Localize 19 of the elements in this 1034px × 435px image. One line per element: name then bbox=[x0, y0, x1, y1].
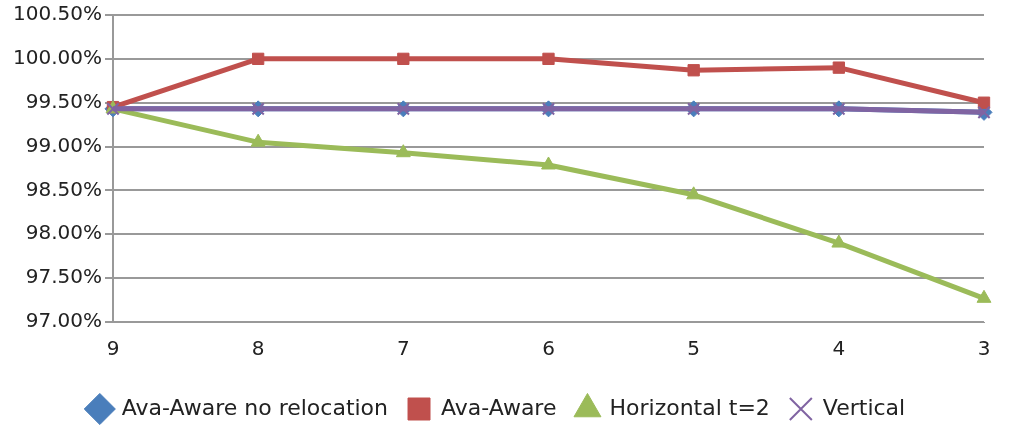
x-tick-label: 4 bbox=[832, 336, 846, 361]
x-tick-label: 6 bbox=[542, 336, 555, 361]
x-tick-label: 5 bbox=[687, 336, 701, 361]
x-tick-label: 9 bbox=[106, 336, 120, 361]
y-tick-label: 99.50% bbox=[25, 88, 102, 113]
legend-label: Ava-Aware no relocation bbox=[121, 394, 389, 420]
x-tick-label: 8 bbox=[251, 336, 265, 361]
legend-label: Horizontal t=2 bbox=[609, 394, 770, 420]
x-tick-label: 7 bbox=[396, 336, 410, 361]
y-tick-label: 99.00% bbox=[25, 132, 102, 157]
y-tick-label: 100.00% bbox=[13, 45, 102, 70]
x-tick-label: 3 bbox=[977, 336, 991, 361]
y-tick-label: 98.00% bbox=[25, 220, 102, 245]
y-tick-label: 98.50% bbox=[25, 176, 102, 201]
legend-label: Ava-Aware bbox=[441, 394, 557, 420]
y-tick-label: 100.50% bbox=[13, 1, 102, 26]
y-tick-label: 97.50% bbox=[25, 264, 102, 289]
y-tick-label: 97.00% bbox=[25, 308, 102, 333]
legend-label: Vertical bbox=[822, 394, 906, 420]
